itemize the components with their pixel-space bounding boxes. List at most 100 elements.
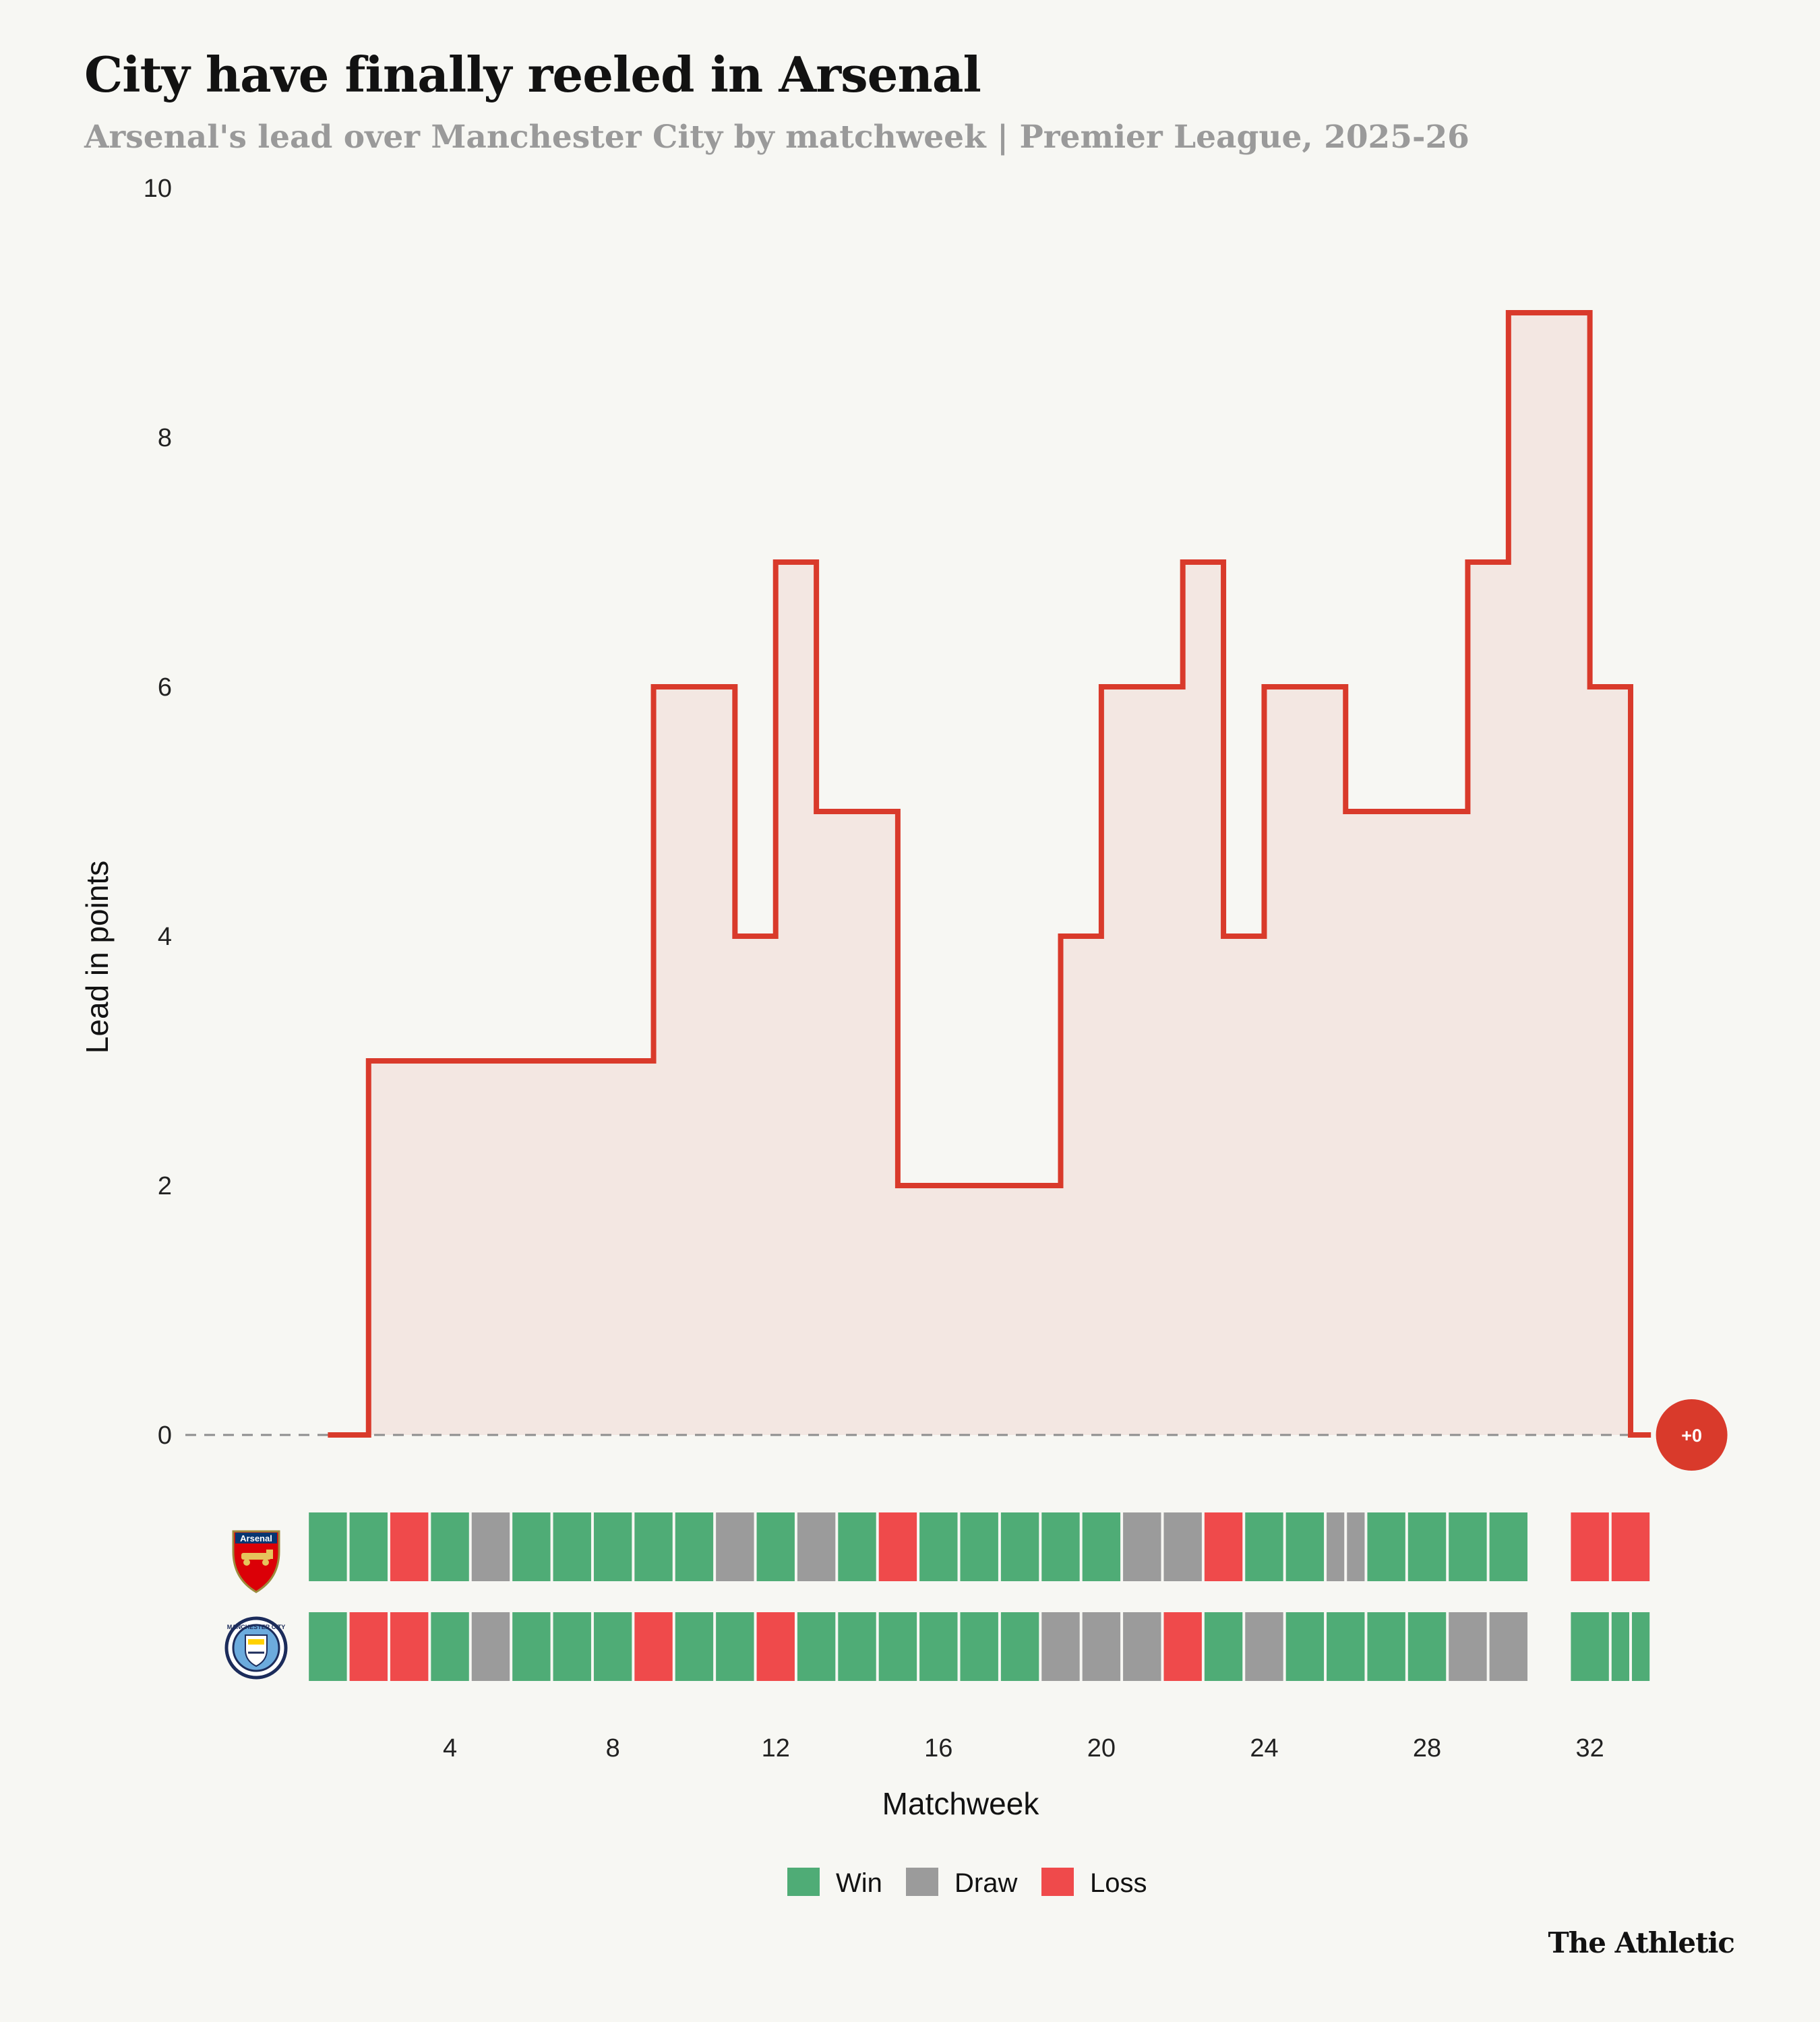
result-cell xyxy=(919,1612,958,1681)
legend-swatch-win xyxy=(787,1868,820,1896)
result-cell xyxy=(1571,1512,1609,1581)
result-cell xyxy=(716,1612,754,1681)
arsenal-crest-text: Arsenal xyxy=(240,1533,272,1543)
result-cell xyxy=(593,1512,632,1581)
result-cell xyxy=(675,1512,714,1581)
result-cell xyxy=(349,1512,388,1581)
result-cell xyxy=(1611,1512,1650,1581)
lead-area-fill xyxy=(328,313,1651,1435)
legend-swatch-loss xyxy=(1041,1868,1074,1896)
result-cell xyxy=(1000,1512,1039,1581)
legend-label-loss: Loss xyxy=(1090,1868,1147,1898)
result-cell xyxy=(716,1512,754,1581)
y-tick-label: 8 xyxy=(158,424,172,452)
x-tick-label: 8 xyxy=(606,1734,620,1763)
arsenal-crest-icon: Arsenal xyxy=(232,1530,280,1593)
result-cell xyxy=(960,1612,998,1681)
result-cell xyxy=(797,1512,836,1581)
result-cell xyxy=(838,1612,876,1681)
result-cell xyxy=(756,1512,795,1581)
result-cell xyxy=(390,1512,429,1581)
result-cell xyxy=(471,1512,510,1581)
x-tick-label: 28 xyxy=(1413,1734,1441,1763)
result-cell xyxy=(1489,1612,1528,1681)
result-strip-arsenal xyxy=(309,1512,1650,1581)
lead-step-line xyxy=(328,310,1651,1438)
y-tick-label: 6 xyxy=(158,673,172,702)
chart-title: City have finally reeled in Arsenal xyxy=(84,46,981,103)
result-cell xyxy=(349,1612,388,1681)
result-cell xyxy=(1163,1512,1202,1581)
result-cell xyxy=(1245,1612,1283,1681)
result-cell xyxy=(1204,1612,1243,1681)
man-city-crest-icon: MANCHESTER CITY xyxy=(224,1616,288,1680)
result-cell xyxy=(1163,1612,1202,1681)
y-axis-ticks: 0 2 4 6 8 10 xyxy=(144,175,172,1450)
result-cell xyxy=(1245,1512,1283,1581)
result-cell xyxy=(919,1512,958,1581)
result-cell xyxy=(553,1612,591,1681)
result-cell xyxy=(1611,1612,1630,1681)
end-badge-label: +0 xyxy=(1681,1426,1702,1446)
result-cell xyxy=(1367,1612,1405,1681)
x-tick-label: 20 xyxy=(1087,1734,1116,1763)
result-cell xyxy=(1407,1512,1447,1581)
result-cell xyxy=(553,1512,591,1581)
x-axis-ticks: 4 8 12 16 20 24 28 32 xyxy=(443,1734,1604,1763)
legend-swatch-draw xyxy=(906,1868,938,1896)
result-cell xyxy=(1489,1512,1528,1581)
result-cell xyxy=(431,1612,469,1681)
result-cell xyxy=(675,1612,714,1681)
result-cell xyxy=(1082,1512,1121,1581)
y-tick-label: 2 xyxy=(158,1172,172,1200)
result-cell xyxy=(1327,1612,1365,1681)
x-axis-label: Matchweek xyxy=(882,1786,1040,1821)
result-cell xyxy=(431,1512,469,1581)
result-cell xyxy=(1041,1612,1080,1681)
result-cell xyxy=(1000,1612,1039,1681)
end-value-badge: +0 xyxy=(1656,1399,1728,1471)
result-cell xyxy=(878,1612,917,1681)
result-cell xyxy=(390,1612,429,1681)
result-cell xyxy=(634,1612,673,1681)
x-tick-label: 24 xyxy=(1250,1734,1278,1763)
x-tick-label: 32 xyxy=(1575,1734,1604,1763)
result-cell xyxy=(1367,1512,1405,1581)
result-cell xyxy=(1327,1512,1345,1581)
result-cell xyxy=(1082,1612,1121,1681)
result-cell xyxy=(1449,1512,1487,1581)
result-cell xyxy=(512,1512,551,1581)
result-cell xyxy=(960,1512,998,1581)
result-strips xyxy=(309,1512,1650,1681)
legend-label-win: Win xyxy=(836,1868,882,1898)
results-legend: Win Draw Loss xyxy=(787,1868,1147,1898)
result-cell xyxy=(1571,1612,1609,1681)
result-cell xyxy=(1123,1612,1161,1681)
y-tick-label: 0 xyxy=(158,1421,172,1450)
result-cell xyxy=(1449,1612,1487,1681)
result-cell xyxy=(634,1512,673,1581)
y-tick-label: 10 xyxy=(144,175,172,203)
result-cell xyxy=(1632,1612,1650,1681)
result-cell xyxy=(878,1512,917,1581)
legend-label-draw: Draw xyxy=(954,1868,1017,1898)
chart-subtitle: Arsenal's lead over Manchester City by m… xyxy=(84,119,1469,156)
y-axis-label: Lead in points xyxy=(80,861,115,1053)
result-cell xyxy=(1041,1512,1080,1581)
result-cell xyxy=(1347,1512,1365,1581)
result-cell xyxy=(593,1612,632,1681)
result-cell xyxy=(512,1612,551,1681)
x-tick-label: 4 xyxy=(443,1734,457,1763)
result-cell xyxy=(1285,1512,1325,1581)
end-badge-circle xyxy=(1656,1399,1728,1471)
result-cell xyxy=(797,1612,836,1681)
result-strip-man-city xyxy=(309,1612,1650,1681)
result-cell xyxy=(1285,1612,1325,1681)
result-cell xyxy=(1204,1512,1243,1581)
x-tick-label: 16 xyxy=(924,1734,952,1763)
y-tick-label: 4 xyxy=(158,923,172,951)
result-cell xyxy=(756,1612,795,1681)
result-cell xyxy=(1123,1512,1161,1581)
x-tick-label: 12 xyxy=(762,1734,790,1763)
